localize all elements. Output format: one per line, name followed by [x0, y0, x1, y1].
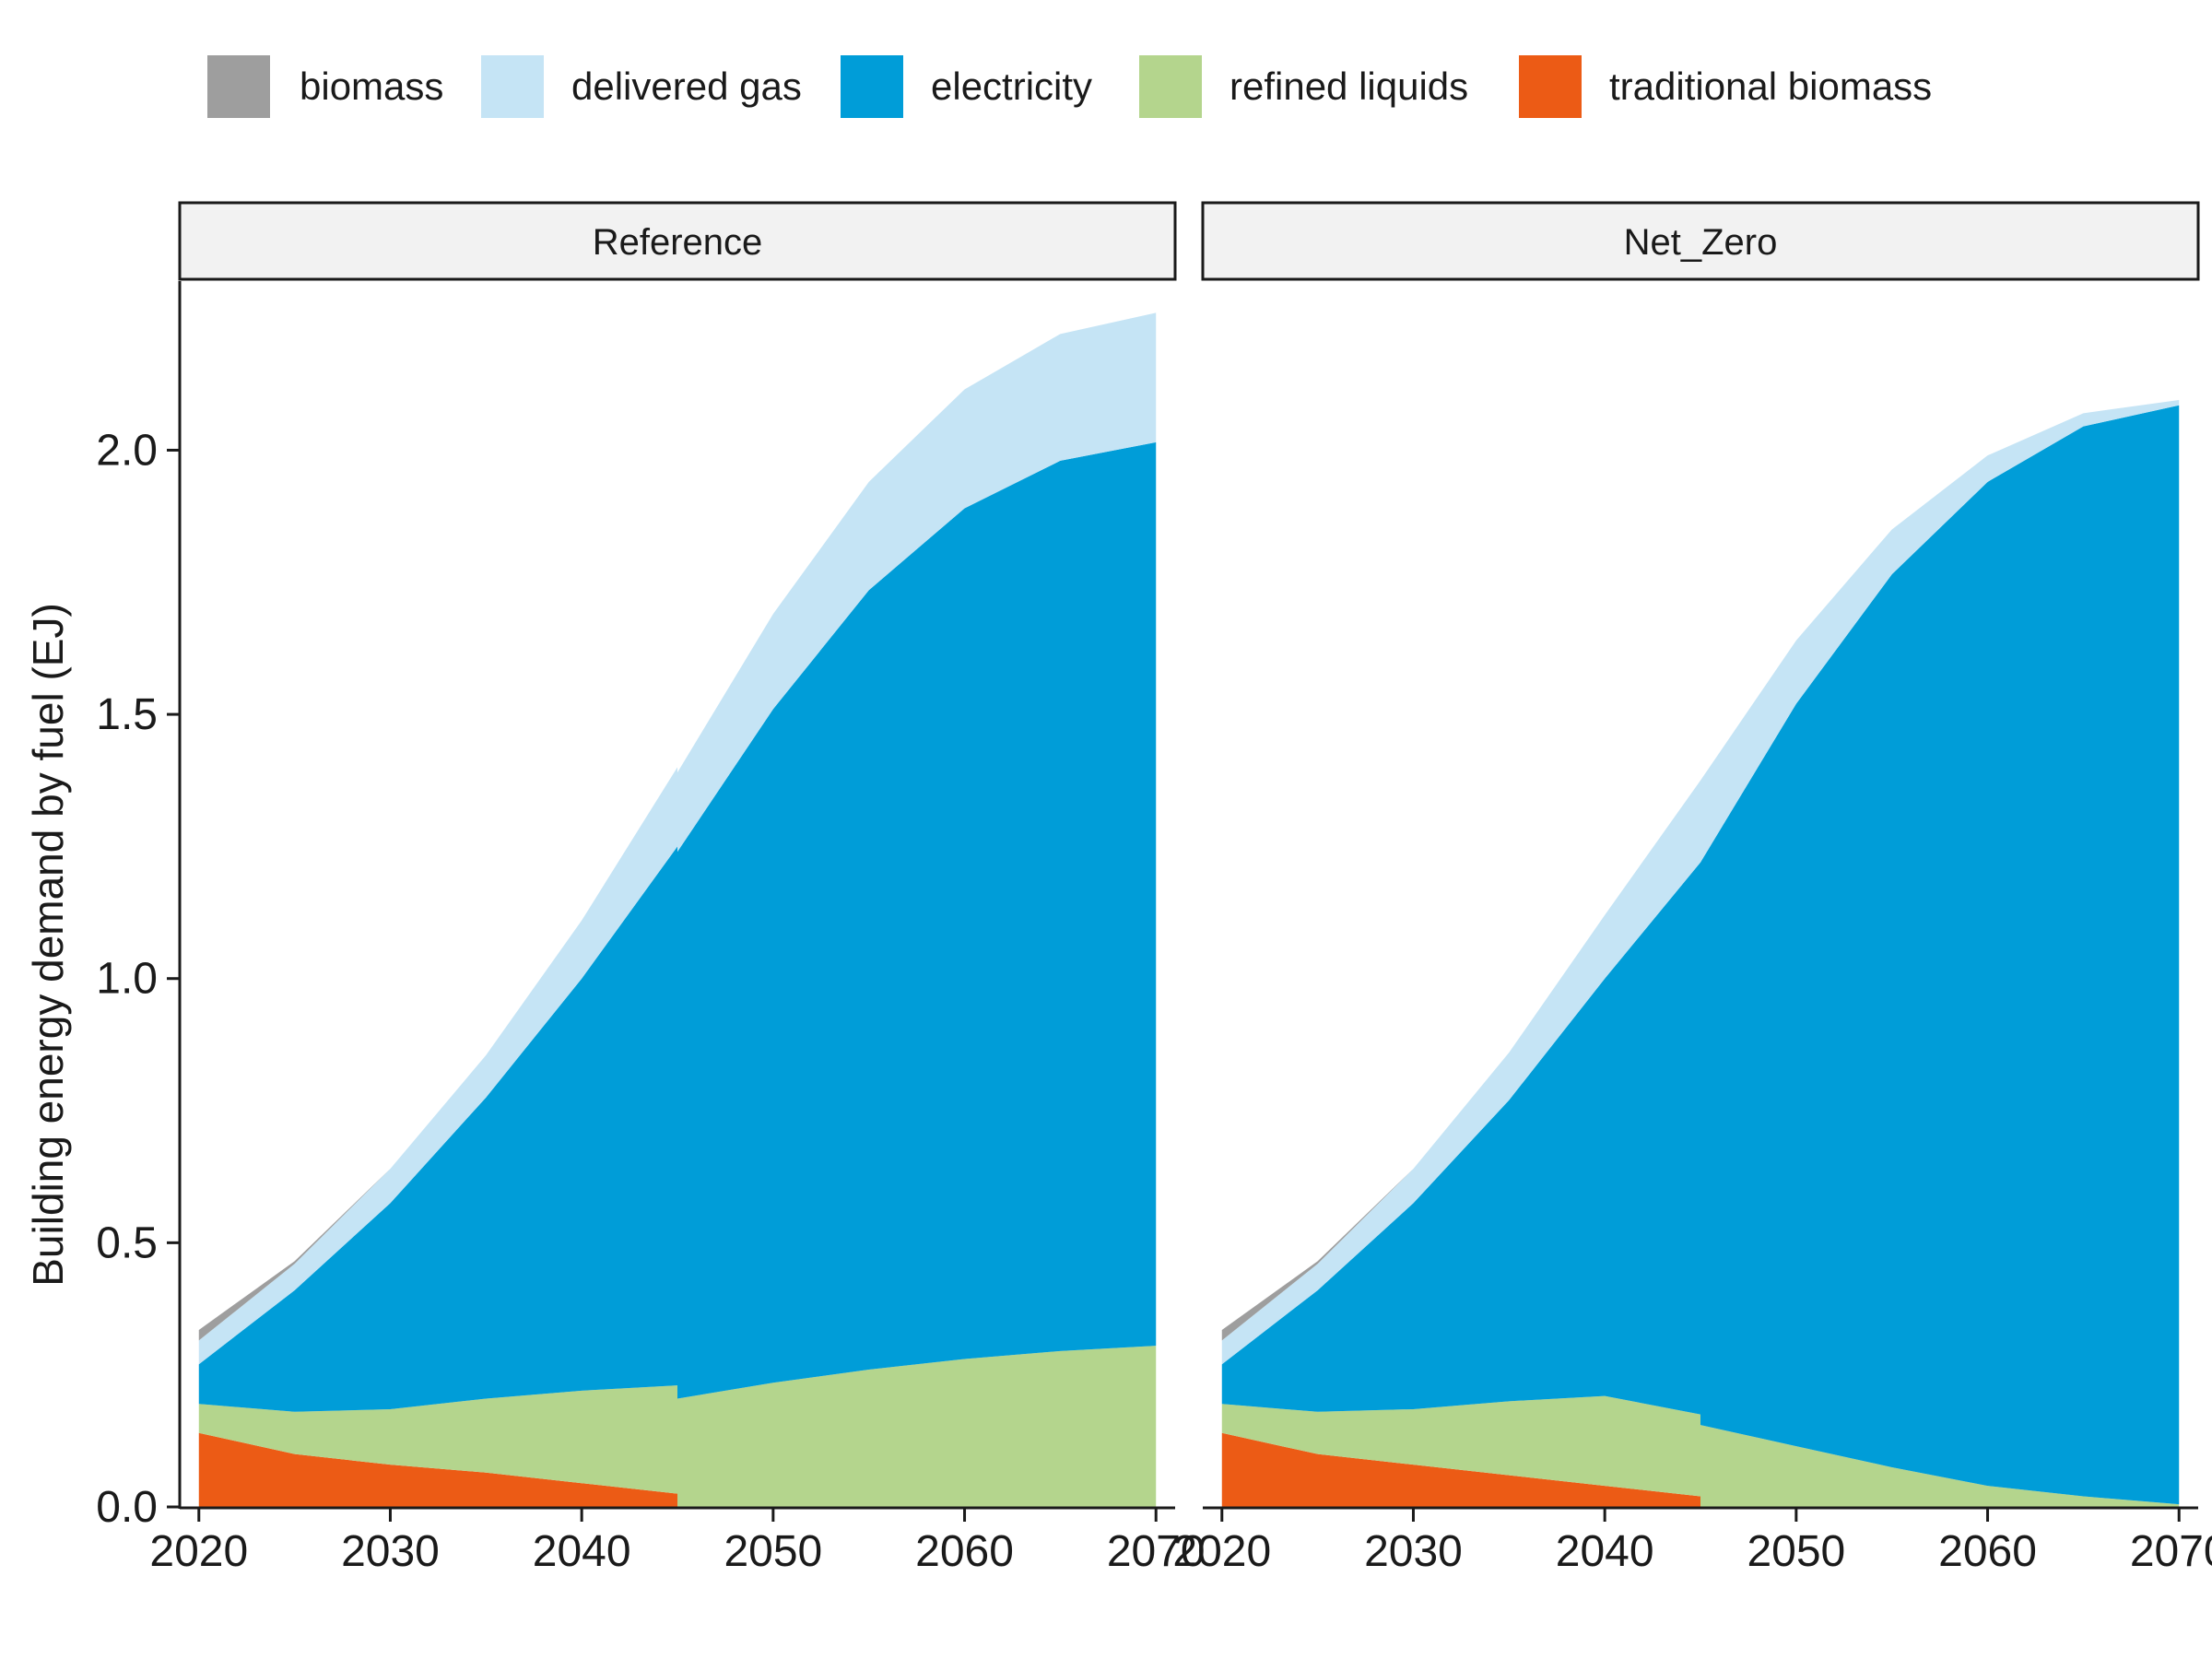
legend-key-electricity: [841, 55, 903, 118]
x-tick-label: 2040: [1556, 1527, 1654, 1576]
area-traditional-biomass: [1221, 1432, 2180, 1507]
x-tick-label: 2040: [533, 1527, 631, 1576]
area-electricity: [198, 441, 1157, 1412]
legend-label-traditional-biomass: traditional biomass: [1609, 65, 1932, 108]
x-tick-label: 2070: [1107, 1527, 1206, 1576]
x-tick-label: 2060: [915, 1527, 1014, 1576]
area-refined-liquids: [1221, 1395, 2180, 1507]
legend-label-refined-liquids: refined liquids: [1230, 65, 1468, 108]
y-tick-label: 0.5: [96, 1218, 158, 1267]
facet-panels: Reference 0.0 0.5 1.0 1.5 2.0 2020 2030 2040 2050…: [96, 201, 2212, 1576]
y-tick-label: 0.0: [96, 1483, 158, 1532]
legend-label-delivered-gas: delivered gas: [571, 65, 802, 108]
x-tick-label: 2050: [1747, 1527, 1845, 1576]
area-delivered-gas: [1221, 399, 2180, 1365]
x-tick-label: 2060: [1938, 1527, 2037, 1576]
legend-key-traditional-biomass: [1519, 55, 1582, 118]
x-tick-label: 2030: [341, 1527, 440, 1576]
area-refined-liquids: [198, 1346, 1157, 1507]
x-tick-label: 2050: [724, 1527, 822, 1576]
legend-key-refined-liquids: [1139, 55, 1202, 118]
area-delivered-gas: [198, 312, 1157, 1365]
y-tick-label: 1.5: [96, 690, 158, 739]
legend-label-electricity: electricity: [931, 65, 1092, 108]
legend: biomass delivered gas electricity refined l…: [207, 55, 1932, 118]
x-tick-label: 2020: [149, 1527, 248, 1576]
legend-label-biomass: biomass: [300, 65, 443, 108]
area-electricity: [1221, 405, 2180, 1505]
y-axis-title: Building energy demand by fuel (EJ): [24, 603, 72, 1287]
x-tick-label: 2030: [1364, 1527, 1463, 1576]
facet-strip-label: Reference: [593, 222, 763, 263]
facet-strip: [178, 201, 1177, 281]
y-tick-label: 2.0: [96, 426, 158, 475]
facet-strip: [1201, 201, 2200, 281]
facet-strip-label: Net_Zero: [1624, 222, 1778, 263]
legend-key-biomass: [207, 55, 270, 118]
x-tick-label: 2020: [1172, 1527, 1271, 1576]
x-tick-label: 2070: [2130, 1527, 2212, 1576]
legend-key-delivered-gas: [481, 55, 544, 118]
panel-reference: Reference 0.0 0.5 1.0 1.5 2.0 2020 2030 2040 2050…: [96, 201, 1206, 1576]
panel-net-zero: Net_Zero 2020 2030 2040 2050 2060 2070: [1172, 201, 2212, 1576]
area-traditional-biomass: [198, 1432, 1157, 1507]
y-tick-label: 1.0: [96, 955, 158, 1004]
